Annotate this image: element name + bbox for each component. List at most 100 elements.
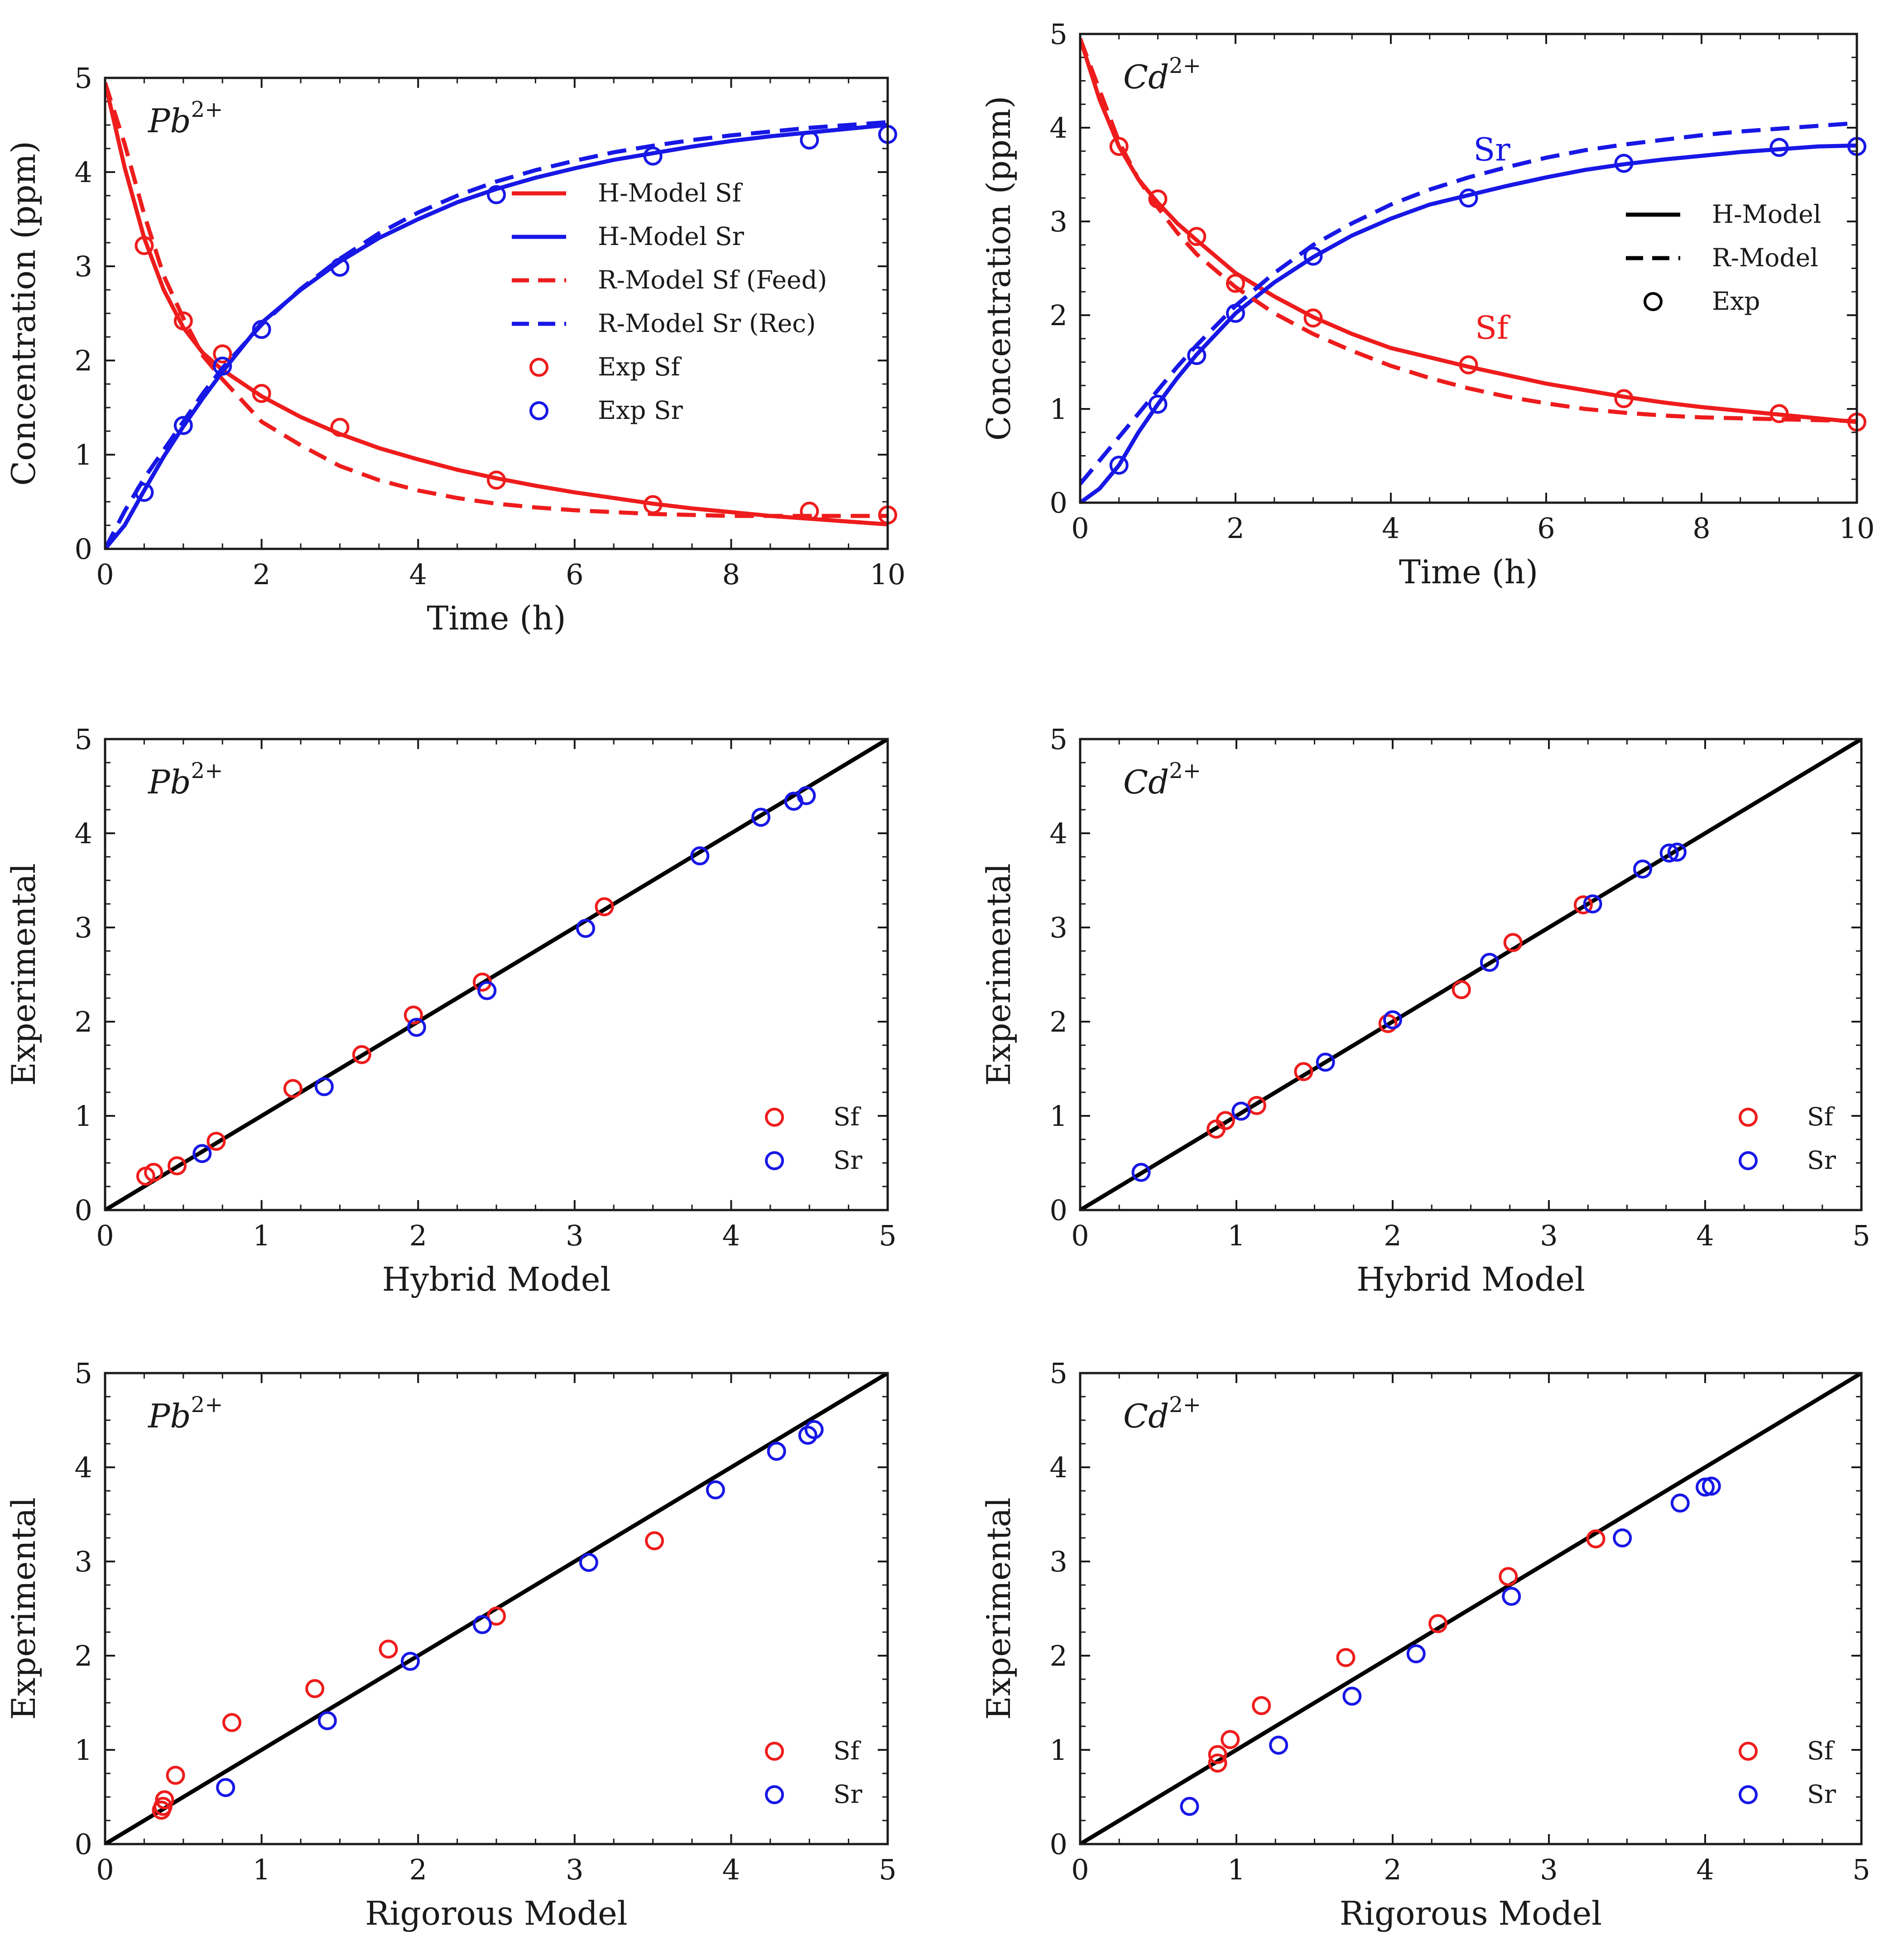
x-tick-label: 1: [253, 1853, 270, 1886]
plot-frame: [1079, 33, 1858, 504]
curve-h-model-sf: [105, 82, 888, 527]
point-sf: [1586, 1529, 1606, 1549]
y-tick-label: 1: [1050, 1734, 1067, 1767]
point-sf: [1378, 1014, 1398, 1033]
y-tick-label: 2: [75, 1639, 92, 1672]
point-sr: [1480, 952, 1499, 972]
point-exp-sr: [643, 146, 663, 166]
x-tick-label: 0: [96, 558, 114, 591]
x-tick-label: 3: [1540, 1853, 1558, 1886]
ion-label: Cd2+: [1123, 53, 1201, 96]
y-tick-label: 1: [75, 438, 92, 471]
y-tick-label: 4: [1050, 1451, 1067, 1484]
point-exp-sr: [173, 416, 193, 435]
ion-label: Pb2+: [147, 97, 223, 140]
point-exp-sf: [173, 311, 193, 331]
y-tick-label: 2: [75, 344, 92, 377]
x-tick-label: 6: [1537, 512, 1555, 545]
y-tick-label: 4: [75, 156, 92, 189]
ion-label: Pb2+: [147, 1392, 223, 1435]
y-tick-label: 3: [75, 250, 92, 283]
point-sr: [192, 1144, 212, 1163]
point-exp-sr: [1187, 346, 1207, 365]
plot-area: [1080, 739, 1861, 1210]
point-sr: [1659, 843, 1679, 863]
legend: H-Model Sf H-Model Sr R-Model Sf (Feed) R-M…: [512, 178, 827, 425]
point-sr: [1316, 1052, 1335, 1072]
legend-label: H-Model Sf: [598, 178, 743, 207]
legend: Sf Sr: [765, 1102, 863, 1175]
point-sf: [207, 1132, 226, 1151]
point-sf: [352, 1045, 371, 1064]
x-tick-label: 2: [409, 1219, 427, 1252]
y-tick-label: 2: [75, 1005, 92, 1038]
x-tick-label: 2: [409, 1853, 427, 1886]
y-tick-label: 3: [75, 911, 92, 944]
legend-marker: [765, 1742, 784, 1761]
point-sr: [216, 1778, 236, 1797]
point-sr: [1667, 842, 1687, 862]
point-sf: [305, 1679, 325, 1698]
y-tick-label: 3: [1050, 1545, 1067, 1578]
legend-marker: [529, 401, 548, 420]
y-tick-label: 5: [75, 723, 92, 756]
x-tick-label: 0: [96, 1219, 114, 1252]
x-tick-label: 3: [566, 1853, 583, 1886]
point-sr: [407, 1018, 426, 1037]
curve-r-model-sr: [1080, 121, 1857, 485]
y-tick-label: 2: [1050, 299, 1067, 332]
point-sr: [1269, 1735, 1288, 1755]
x-tick-label: 1: [1227, 1219, 1245, 1252]
point-sr: [314, 1077, 334, 1096]
point-sf: [379, 1639, 398, 1659]
point-sr: [1633, 860, 1652, 879]
point-exp-sr: [252, 320, 271, 339]
curve-h-model-sr: [1080, 143, 1857, 503]
point-sr: [804, 1420, 824, 1439]
point-sr: [1583, 894, 1602, 913]
legend-marker: [1739, 1785, 1758, 1804]
y-tick-label: 4: [1050, 817, 1067, 850]
plot-area: [105, 739, 888, 1210]
y-axis-title: Experimental: [5, 863, 43, 1086]
x-tick-label: 4: [1696, 1853, 1714, 1886]
legend-label: R-Model Sf (Feed): [598, 265, 827, 294]
parity-line: [1080, 1373, 1861, 1844]
x-tick-label: 5: [1852, 1853, 1870, 1886]
plot-area: [105, 82, 888, 549]
point-sf: [1207, 1119, 1226, 1139]
point-sr: [706, 1480, 725, 1499]
point-sr: [798, 1426, 817, 1445]
chart-cd-time: 0 2 4 6 8 10 0 1 2 3 4 5 Time (h) Concentration (ppm)…: [980, 18, 1875, 591]
legend: H-Model R-Model Exp: [1626, 200, 1821, 316]
y-axis-title: Concentration (ppm): [5, 141, 43, 486]
y-tick-label: 3: [75, 1545, 92, 1578]
chart-cd-rigorous: 0 1 2 3 4 5 0 1 2 3 4 5 Rigorous Model Experimental Cd…: [980, 1357, 1870, 1932]
y-tick-label: 1: [75, 1100, 92, 1133]
legend-label: Sf: [833, 1736, 861, 1765]
legend: Sf Sr: [1739, 1736, 1836, 1809]
point-sf: [595, 897, 614, 917]
y-tick-label: 0: [1050, 1828, 1067, 1861]
y-tick-label: 3: [1050, 205, 1067, 238]
legend-marker: [765, 1785, 784, 1804]
x-axis-title: Hybrid Model: [382, 1260, 611, 1298]
point-exp-sf: [643, 495, 663, 514]
plot-frame: [1079, 738, 1863, 1211]
point-sf: [487, 1606, 506, 1626]
x-tick-label: 8: [722, 558, 740, 591]
x-tick-label: 3: [566, 1219, 583, 1252]
legend-label: Sf: [1807, 1102, 1835, 1131]
y-tick-label: 2: [1050, 1005, 1067, 1038]
point-sr: [1406, 1644, 1426, 1663]
point-sf: [1252, 1696, 1271, 1715]
legend-label: H-Model: [1712, 200, 1821, 229]
point-exp-sf: [252, 384, 271, 403]
point-sf: [404, 1005, 423, 1025]
legend-label: Sf: [833, 1102, 861, 1131]
legend: Sf Sr: [765, 1736, 863, 1809]
point-exp-sr: [1769, 138, 1789, 157]
point-sr: [1231, 1101, 1251, 1121]
point-exp-sr: [800, 130, 819, 150]
x-tick-label: 2: [253, 558, 270, 591]
